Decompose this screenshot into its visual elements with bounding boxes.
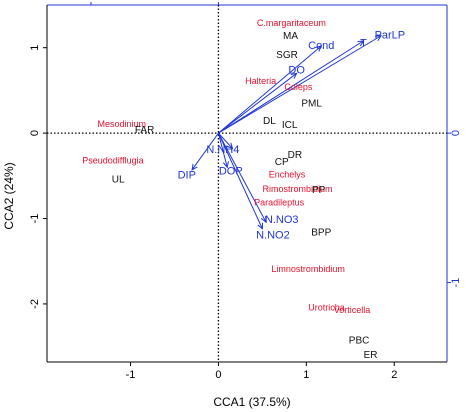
env-arrowhead [260,215,267,223]
env-label: Cond [308,40,334,52]
x-tick-label: 0 [215,369,221,381]
species-label: Halteria [245,76,276,86]
env-label: DOP [219,165,243,177]
env-arrow [217,132,228,168]
site-label: ICL [282,120,298,131]
species-label: Pseudodifflugia [82,156,143,166]
plot-area: 0-1-1012-2-101ParLPTCondDON.NH4DIPDOPN.N… [29,2,462,381]
env-arrow [218,40,364,134]
site-label: DR [288,150,302,161]
site-label: ER [364,350,378,361]
site-label: BPP [311,228,331,239]
site-label: MA [283,31,298,42]
species-label: Urotricha [308,303,345,313]
species-label: Coleps [284,82,313,92]
species-label: Vorticella [334,305,371,315]
site-label: CP [275,157,289,168]
env-label: T [360,37,367,49]
y-tick-label: -2 [29,299,41,309]
env-arrowhead [191,163,198,171]
species-label: C.margaritaceum [257,18,326,28]
env-arrowhead [290,72,298,79]
y-tick-label: 1 [29,45,41,51]
env-arrow [218,132,233,149]
y-tick-label: 0 [29,130,41,136]
env-label: N.NO3 [265,214,299,226]
env-label: ParLP [375,30,406,42]
site-label: PBC [349,335,370,346]
y-tick-label: -1 [29,214,41,224]
x-tick-label: -1 [126,369,136,381]
species-label: Paradileptus [254,198,305,208]
env-arrow [218,35,382,134]
env-arrowhead [226,142,234,150]
env-arrow [217,132,267,223]
env-arrowhead [315,45,323,52]
env-arrowhead [375,35,383,42]
species-label: Mesodinium [97,119,146,129]
env-label: DO [288,65,305,77]
env-arrowhead [357,40,365,47]
species-label: Limnostrombidium [271,264,345,274]
site-label: SGR [276,50,298,61]
site-label: FAR [135,125,154,136]
right-axis-tick-label: -1 [450,278,462,288]
env-arrowhead [222,161,229,169]
env-label: N.NO2 [256,230,290,242]
site-label: UL [112,175,125,186]
env-arrow [218,72,297,134]
x-tick-label: 1 [303,369,309,381]
x-tick-label: 2 [391,369,397,381]
site-label: PML [301,99,322,110]
env-label: DIP [178,170,196,182]
y-axis-label: CCA2 (24%) [2,162,16,229]
species-label: Rimostrombidium [263,184,333,194]
env-arrowhead [257,222,264,230]
species-label: Enchelys [269,169,306,179]
x-axis-label: CCA1 (37.5%) [213,395,290,409]
env-arrow [217,132,263,229]
site-label: PP [312,185,326,196]
env-arrow [191,132,219,171]
env-arrow [218,45,322,134]
right-axis-tick-label: 0 [450,130,462,136]
site-label: DL [263,116,276,127]
